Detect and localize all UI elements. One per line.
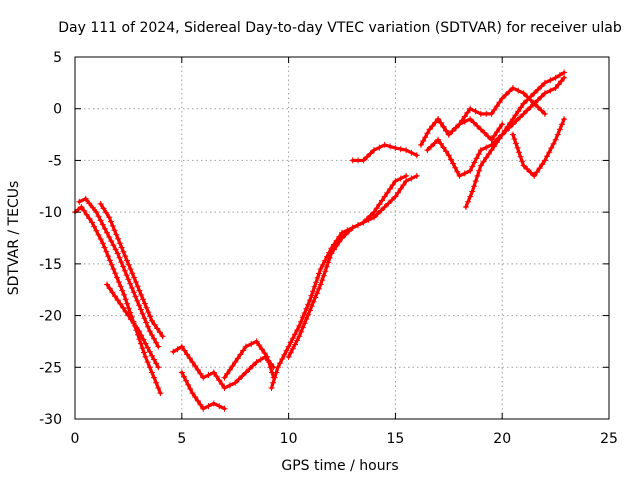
x-tick-label: 15	[386, 431, 404, 447]
plus-markers	[76, 195, 162, 350]
plus-markers	[104, 281, 162, 371]
y-tick-label: 0	[53, 102, 62, 118]
plot-frame	[74, 56, 610, 420]
series-trace-4	[104, 281, 162, 371]
series-trace-8	[268, 172, 420, 391]
y-tick-label: 5	[53, 50, 62, 66]
y-tick-label: -10	[39, 205, 62, 221]
series-line	[511, 117, 566, 178]
tick-layer	[74, 56, 610, 420]
x-tick-label: 25	[600, 431, 618, 447]
x-tick-label: 0	[71, 431, 80, 447]
plus-markers	[509, 116, 568, 179]
plus-markers	[97, 200, 166, 340]
series-trace-11	[424, 69, 568, 179]
plus-markers	[349, 141, 420, 164]
series-trace-14	[509, 116, 568, 179]
y-tick-label: -5	[48, 153, 62, 169]
series-trace-9	[285, 172, 410, 360]
series-trace-13	[462, 74, 568, 210]
x-tick-label: 10	[280, 431, 298, 447]
plus-markers	[418, 116, 506, 148]
plus-markers	[285, 172, 410, 360]
plus-markers	[178, 369, 228, 412]
x-tick-label: 5	[177, 431, 186, 447]
series-trace-15	[418, 116, 506, 148]
series-trace-2	[76, 195, 162, 350]
series-trace-6	[178, 369, 228, 412]
plus-markers	[424, 69, 568, 179]
series-trace-7	[221, 338, 277, 381]
plus-markers	[268, 172, 420, 391]
y-tick-label: -15	[39, 257, 62, 273]
y-tick-label: -25	[39, 360, 62, 376]
y-tick-label: -20	[39, 309, 62, 325]
series-trace-10	[349, 141, 420, 164]
x-tick-label: 20	[493, 431, 511, 447]
plus-markers	[221, 338, 277, 381]
y-tick-label: -30	[39, 412, 62, 428]
y-axis-label: SDTVAR / TECUs	[6, 181, 22, 296]
chart-title: Day 111 of 2024, Sidereal Day-to-day VTE…	[58, 20, 622, 36]
plus-markers	[462, 74, 568, 210]
tick-label-layer: 0 5 10 15 20 25 -30 -25 -20 -15 -10 -5 0 5	[39, 50, 618, 447]
series-layer	[72, 69, 568, 412]
series-trace-3	[97, 200, 166, 340]
x-axis-label: GPS time / hours	[281, 458, 398, 474]
series-line	[269, 174, 419, 390]
